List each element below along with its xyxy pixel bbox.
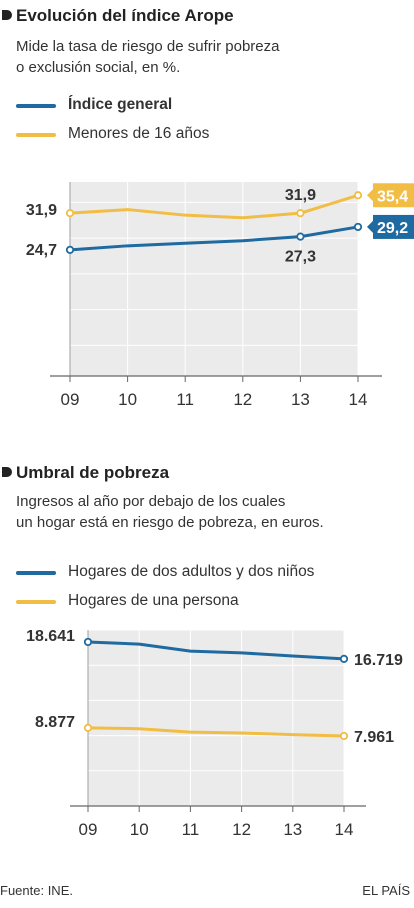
x-tick-label: 13 <box>283 820 302 839</box>
data-point <box>65 245 75 255</box>
x-tick-label: 10 <box>118 390 137 409</box>
plot-area <box>70 182 358 376</box>
data-label: 7.961 <box>354 729 394 746</box>
legend2-label-1: Hogares de una persona <box>68 592 239 609</box>
series-line-1 <box>87 726 345 738</box>
data-point <box>83 723 93 732</box>
data-label: 18.641 <box>26 630 75 645</box>
data-point <box>296 209 305 218</box>
chart1-plot: 09 10 11 12 13 14 31,9 24,7 31,9 27,3 35,4 29,2 <box>26 182 414 409</box>
data-point <box>353 222 363 232</box>
series-line-1 <box>69 193 359 220</box>
x-tick-label: 14 <box>335 820 354 839</box>
title-bullet-icon <box>2 467 12 477</box>
x-tick-label: 14 <box>349 390 368 409</box>
end-tag-label-pointer <box>367 189 373 202</box>
series-line-0 <box>69 225 359 252</box>
end-tag-label-pointer <box>367 220 373 233</box>
data-point <box>65 209 75 218</box>
data-label: 16.719 <box>354 652 403 669</box>
legend1-swatch-blue <box>16 104 56 108</box>
chart2-title: Umbral de pobreza <box>16 463 170 482</box>
end-tag-label: 35,4 <box>377 188 408 205</box>
x-tick-label: 12 <box>232 820 251 839</box>
chart2-subtitle-line1: Ingresos al año por debajo de los cuales <box>16 493 286 510</box>
chart1-subtitle: Mide la tasa de riesgo de sufrir pobreza… <box>16 36 414 78</box>
chart1-subtitle-line1: Mide la tasa de riesgo de sufrir pobreza <box>16 38 280 55</box>
legend1-swatch-yellow <box>16 133 56 137</box>
plot-area <box>88 630 344 806</box>
series-line-0 <box>87 640 345 661</box>
data-point <box>296 232 305 241</box>
legend2-swatch-blue <box>16 571 56 575</box>
chart2-subtitle-line2: un hogar está en riesgo de pobreza, en e… <box>16 514 324 531</box>
source-note: Fuente: INE. <box>0 883 73 898</box>
end-tag-label-bg <box>373 183 414 208</box>
legend1-label-0: Índice general <box>68 96 173 113</box>
data-point <box>83 637 93 647</box>
data-label: 31,9 <box>285 187 316 204</box>
data-point <box>353 191 363 200</box>
x-tick-label: 11 <box>176 390 194 409</box>
x-tick-label: 13 <box>291 390 310 409</box>
legend2-label-0: Hogares de dos adultos y dos niños <box>68 563 315 580</box>
brand-label: EL PAÍS <box>362 883 410 898</box>
legend1-label-1: Menores de 16 años <box>68 125 210 142</box>
x-tick-label: 12 <box>233 390 252 409</box>
x-tick-label: 11 <box>182 820 200 839</box>
chart1-subtitle-line2: o exclusión social, en %. <box>16 59 181 76</box>
end-tag-label-bg <box>373 214 414 239</box>
x-tick-label: 10 <box>130 820 149 839</box>
end-tag-label: 29,2 <box>377 220 408 237</box>
data-point <box>339 654 349 663</box>
data-label: 8.877 <box>35 714 75 731</box>
data-label: 24,7 <box>26 242 57 259</box>
x-tick-label: 09 <box>79 820 98 839</box>
x-tick-label: 09 <box>61 390 80 409</box>
title-bullet-icon <box>2 10 12 20</box>
legend2-swatch-yellow <box>16 600 56 604</box>
data-point <box>339 731 349 741</box>
data-label: 27,3 <box>285 249 316 266</box>
chart1-title: Evolución del índice Arope <box>16 6 234 25</box>
chart2-plot: 09 10 11 12 13 14 18.641 16.719 8.877 7.961 <box>26 630 403 839</box>
data-label: 31,9 <box>26 202 57 219</box>
chart2-subtitle: Ingresos al año por debajo de los cuales… <box>16 491 414 533</box>
